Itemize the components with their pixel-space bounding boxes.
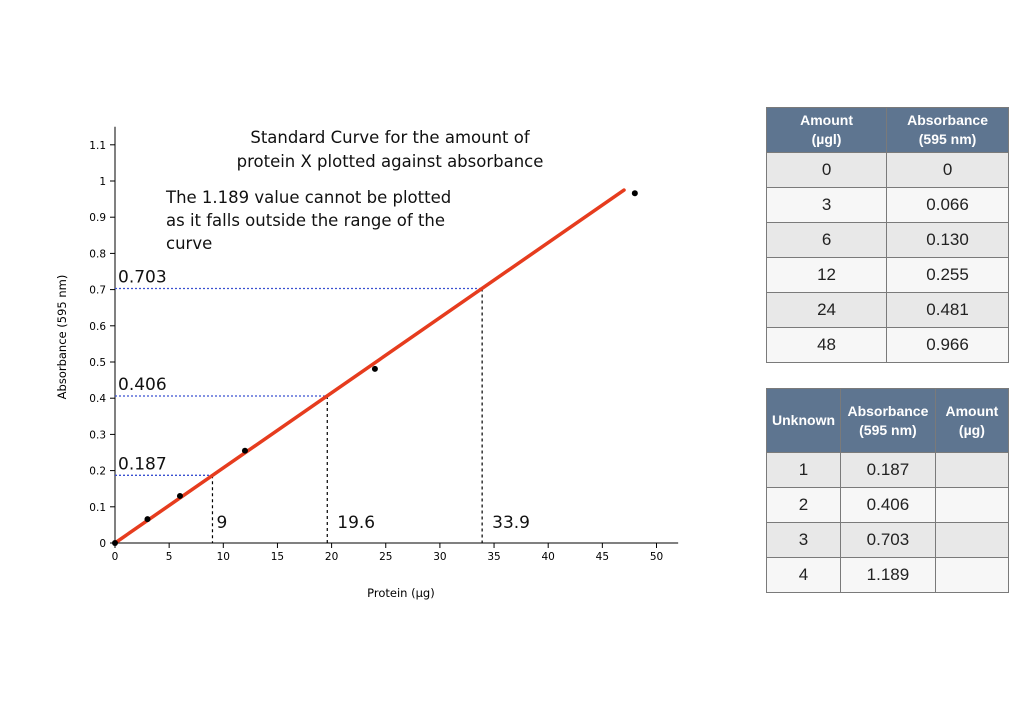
unknowns-cell <box>934 452 1010 488</box>
unknowns-cell: 2 <box>765 487 842 523</box>
data-point <box>371 365 378 372</box>
y-tick-label: 0.5 <box>89 357 106 369</box>
standards-cell: 6 <box>765 222 888 258</box>
header-text: Amount <box>800 112 853 128</box>
absorbance-reading-label: 0.406 <box>118 375 167 395</box>
header-text: Unknown <box>772 412 836 428</box>
standards-cell: 12 <box>765 257 888 293</box>
absorbance-reading-label: 0.187 <box>118 454 167 474</box>
y-tick-label: 0 <box>99 538 106 550</box>
y-axis-label: Absorbance (595 nm) <box>55 275 69 400</box>
unknowns-row: 3 0.703 <box>765 522 1010 558</box>
standards-cell: 0.130 <box>886 222 1009 258</box>
y-tick-label: 1.1 <box>89 140 106 152</box>
unknowns-cell: 4 <box>765 557 842 593</box>
unknowns-row: 4 1.189 <box>765 557 1010 593</box>
header-text: Amount <box>945 402 999 419</box>
x-tick-label: 25 <box>379 551 392 563</box>
x-tick-label: 45 <box>596 551 609 563</box>
x-axis-label: Protein (µg) <box>367 586 435 600</box>
x-tick-label: 5 <box>166 551 173 563</box>
standards-row: 24 0.481 <box>765 292 1009 328</box>
x-tick-label: 10 <box>217 551 230 563</box>
unknowns-cell: 1.189 <box>840 557 936 593</box>
data-point <box>144 516 151 523</box>
y-tick-label: 0.7 <box>89 285 106 297</box>
data-point <box>631 190 638 197</box>
x-tick-label: 20 <box>325 551 338 563</box>
y-tick-label: 0.1 <box>89 502 106 514</box>
y-tick-label: 0.4 <box>89 393 106 405</box>
unknowns-row: 2 0.406 <box>765 487 1010 523</box>
standards-cell: 0.066 <box>886 187 1009 223</box>
standards-cell: 0.255 <box>886 257 1009 293</box>
unknowns-cell: 0.406 <box>840 487 936 523</box>
standards-row: 6 0.130 <box>765 222 1009 258</box>
chart-note-line: curve <box>166 234 212 253</box>
unknowns-cell: 0.187 <box>840 452 936 488</box>
unknowns-cell <box>934 557 1010 593</box>
chart-title-line: protein X plotted against absorbance <box>237 152 544 171</box>
x-tick-label: 50 <box>650 551 663 563</box>
absorbance-reading-label: 0.703 <box>118 268 167 288</box>
standards-row: 3 0.066 <box>765 187 1009 223</box>
y-tick-label: 1 <box>99 176 106 188</box>
x-tick-label: 0 <box>112 551 119 563</box>
standards-header-1: Absorbance (595 nm) <box>886 107 1009 153</box>
unknowns-cell <box>934 487 1010 523</box>
x-tick-label: 15 <box>271 551 284 563</box>
chart-note-line: The 1.189 value cannot be plotted <box>165 188 451 207</box>
standards-cell: 48 <box>765 327 888 363</box>
chart-title-line: Standard Curve for the amount of <box>250 128 530 147</box>
x-tick-label: 40 <box>542 551 555 563</box>
header-text: (595 nm) <box>859 421 917 438</box>
unknowns-row: 1 0.187 <box>765 452 1010 488</box>
standards-cell: 0.481 <box>886 292 1009 328</box>
standards-row: 48 0.966 <box>765 327 1009 363</box>
y-tick-label: 0.9 <box>89 212 106 224</box>
header-text: (595 nm) <box>918 131 977 147</box>
data-point <box>112 540 118 546</box>
protein-reading-label: 19.6 <box>337 513 375 533</box>
unknowns-cell: 1 <box>765 452 842 488</box>
header-text: Absorbance <box>907 112 989 128</box>
standards-cell: 0.966 <box>886 327 1009 363</box>
standard-curve-fit-line <box>113 188 626 545</box>
standards-table: Amount (µgl) Absorbance (595 nm) 0 0 3 0.066 6 0… <box>765 107 1009 363</box>
standards-cell: 24 <box>765 292 888 328</box>
y-tick-label: 0.3 <box>89 429 106 441</box>
unknowns-cell: 0.703 <box>840 522 936 558</box>
unknowns-header-2: Amount (µg) <box>934 388 1010 453</box>
x-tick-label: 35 <box>487 551 500 563</box>
y-tick-label: 0.6 <box>89 321 106 333</box>
x-tick-label: 30 <box>433 551 446 563</box>
data-point <box>241 447 248 454</box>
data-point <box>176 492 183 499</box>
unknowns-header-1: Absorbance (595 nm) <box>840 388 936 453</box>
standards-cell: 0 <box>886 152 1009 188</box>
standards-cell: 0 <box>765 152 888 188</box>
chart-note-line: as it falls outside the range of the <box>166 211 445 230</box>
unknowns-cell: 3 <box>765 522 842 558</box>
y-tick-label: 0.8 <box>89 248 106 260</box>
protein-reading-label: 9 <box>216 513 227 533</box>
standards-cell: 3 <box>765 187 888 223</box>
header-text: Absorbance <box>847 402 929 419</box>
header-text: (µgl) <box>811 131 842 147</box>
unknowns-cell <box>934 522 1010 558</box>
standard-curve-chart: 0 5 10 15 20 25 30 35 40 45 50 0 0.1 0.2 0.3 0.4 0.5 0.6 0… <box>55 126 679 600</box>
header-text: (µg) <box>958 421 985 438</box>
y-tick-label: 0.2 <box>89 466 106 478</box>
unknowns-table: Unknown Absorbance (595 nm) Amount (µg) 1 0.1… <box>765 388 1010 593</box>
standards-header-0: Amount (µgl) <box>765 107 888 153</box>
protein-reading-label: 33.9 <box>492 513 530 533</box>
standards-row: 12 0.255 <box>765 257 1009 293</box>
unknowns-header-0: Unknown <box>765 388 842 453</box>
